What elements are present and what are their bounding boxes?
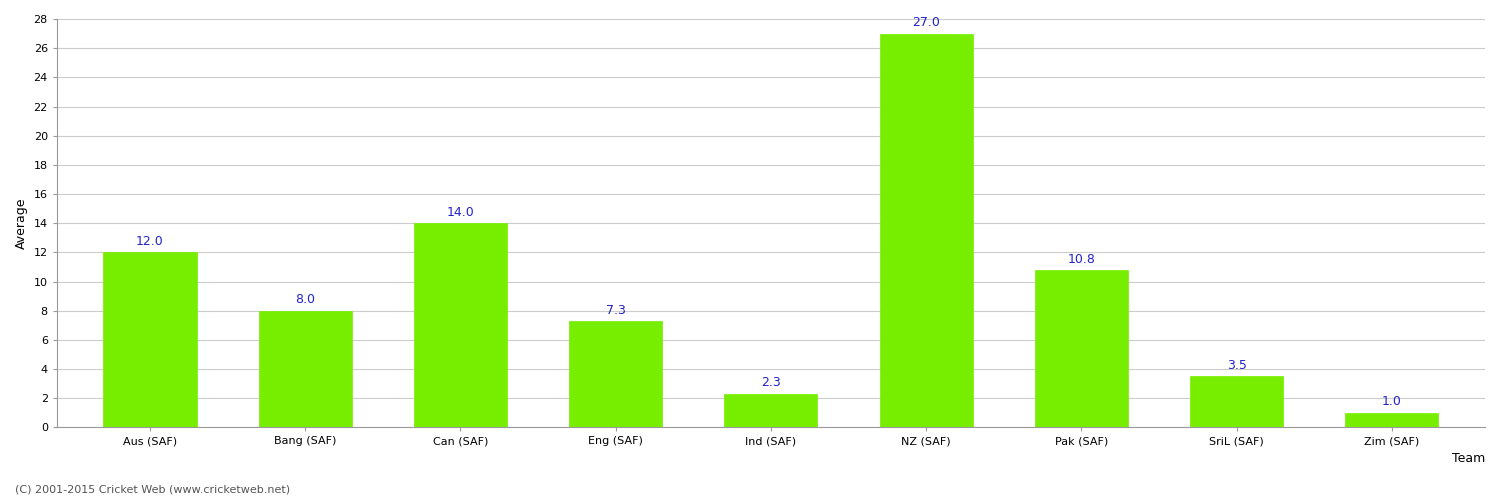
Text: 10.8: 10.8 xyxy=(1068,252,1095,266)
Text: 3.5: 3.5 xyxy=(1227,359,1246,372)
Text: 12.0: 12.0 xyxy=(136,235,164,248)
Bar xyxy=(724,394,818,428)
Y-axis label: Average: Average xyxy=(15,198,28,249)
Bar xyxy=(879,34,972,428)
Bar xyxy=(1035,270,1128,428)
Text: 27.0: 27.0 xyxy=(912,16,940,29)
Text: 1.0: 1.0 xyxy=(1382,396,1402,408)
Text: 14.0: 14.0 xyxy=(447,206,474,219)
Bar xyxy=(1190,376,1282,428)
Bar xyxy=(568,321,663,428)
Text: (C) 2001-2015 Cricket Web (www.cricketweb.net): (C) 2001-2015 Cricket Web (www.cricketwe… xyxy=(15,485,290,495)
Bar xyxy=(104,252,196,428)
X-axis label: Team: Team xyxy=(1452,452,1485,465)
Text: 2.3: 2.3 xyxy=(760,376,782,390)
Text: 7.3: 7.3 xyxy=(606,304,625,316)
Text: 8.0: 8.0 xyxy=(296,294,315,306)
Bar xyxy=(414,223,507,428)
Bar xyxy=(258,310,352,428)
Bar xyxy=(1346,413,1438,428)
